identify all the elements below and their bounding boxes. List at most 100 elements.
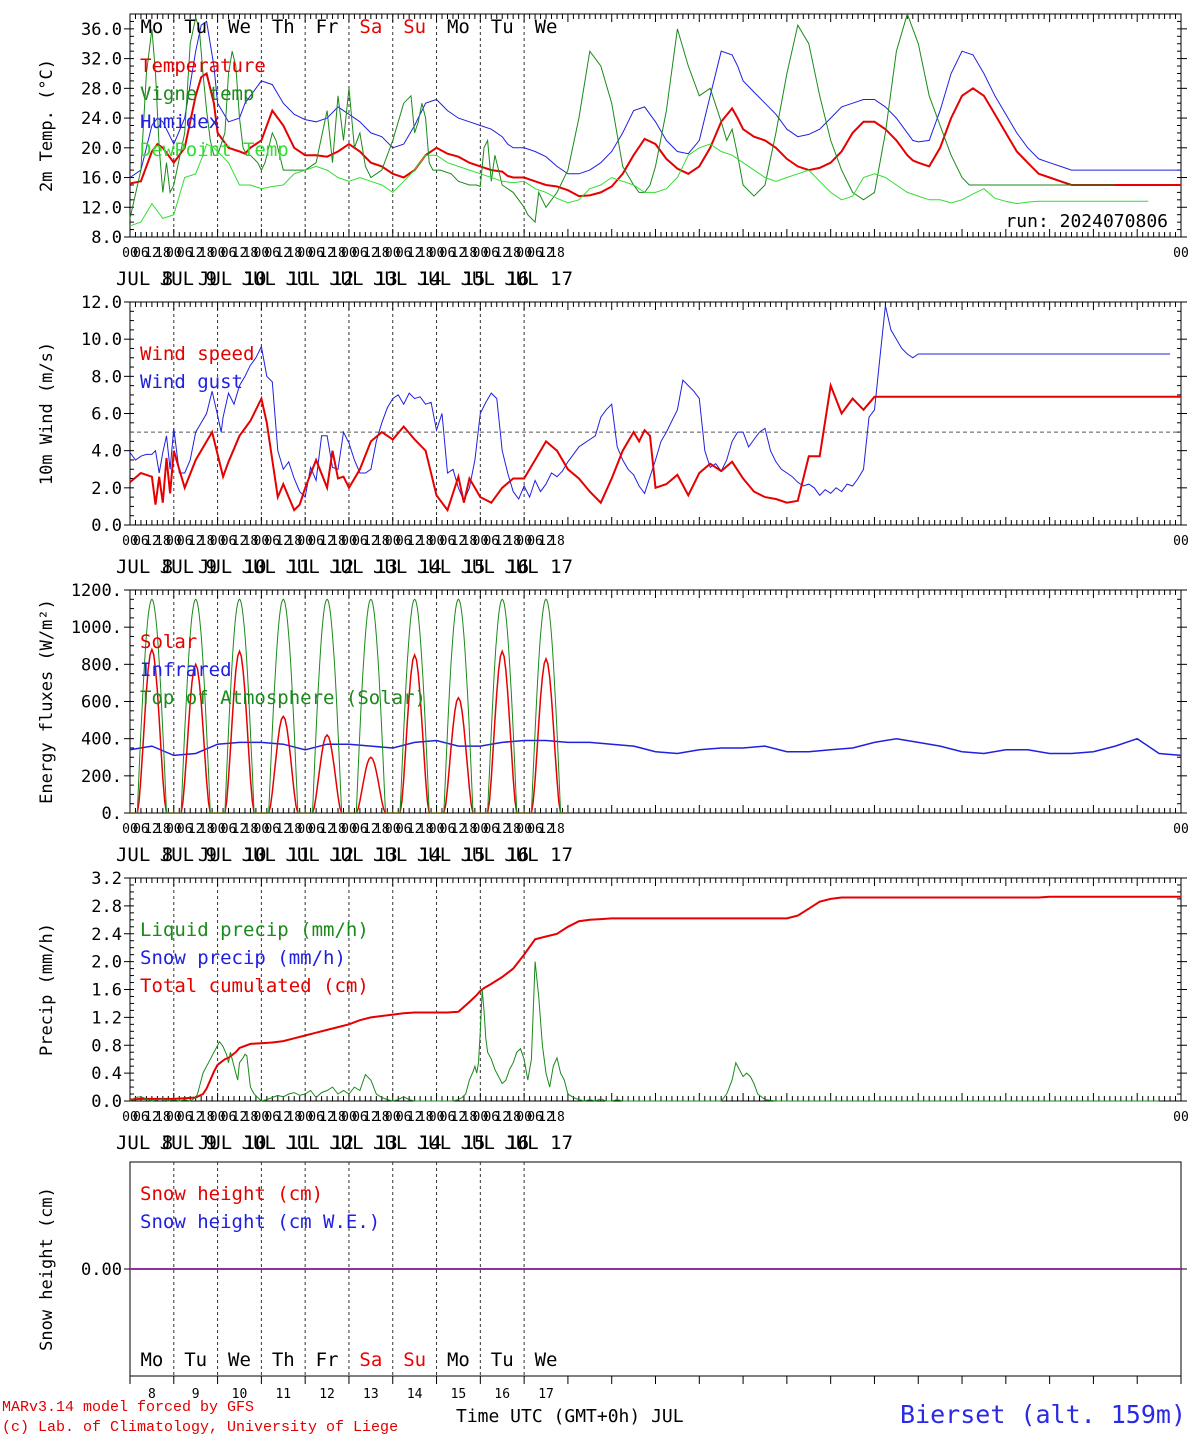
y-tick-label: 2.0	[91, 479, 122, 499]
day-number-label: 10	[232, 1387, 248, 1402]
hour-tick-label: 18	[243, 1110, 259, 1125]
hour-tick-label: 06	[527, 534, 543, 549]
hour-tick-label: 00	[385, 246, 401, 261]
hour-tick-label: 06	[396, 246, 412, 261]
date-label: JUL 9	[160, 556, 217, 578]
date-label: JUL 16	[461, 556, 530, 578]
weekday-label: Su	[403, 1349, 426, 1371]
y-tick-label: 1000.	[71, 618, 122, 638]
hour-tick-label: 00	[210, 534, 226, 549]
y-tick-label: 20.0	[81, 139, 122, 159]
y-tick-label: 12.0	[81, 293, 122, 313]
day-number-label: 17	[538, 1387, 554, 1402]
date-label: JUL 10	[198, 556, 267, 578]
hour-tick-label: 18	[243, 246, 259, 261]
y-tick-label: 600.	[81, 693, 122, 713]
hour-tick-label: 18	[286, 1110, 302, 1125]
series-line	[129, 381, 1181, 513]
hour-tick-label: 18	[462, 1110, 478, 1125]
hour-tick-label: 18	[330, 246, 346, 261]
hour-tick-label: 12	[407, 246, 423, 261]
hour-tick-label: 00	[297, 822, 313, 837]
date-label: JUL 11	[242, 268, 311, 290]
series-line-toa	[130, 598, 568, 814]
weekday-label: Tu	[184, 16, 207, 38]
hour-tick-label: 00	[254, 822, 270, 837]
legend-entry: Wind gust	[140, 371, 243, 393]
hour-tick-label: 18	[330, 822, 346, 837]
weekday-label: Su	[403, 16, 426, 38]
hour-tick-label: 18	[418, 534, 434, 549]
hour-tick-label: 12	[232, 1110, 248, 1125]
hour-tick-label: 18	[374, 534, 390, 549]
day-number-label: 15	[451, 1387, 467, 1402]
weekday-label: Sa	[359, 16, 382, 38]
hour-tick-label: 06	[352, 822, 368, 837]
hour-tick-label: 00	[297, 1110, 313, 1125]
hour-tick-label: 18	[155, 822, 171, 837]
date-label: JUL 13	[329, 1132, 398, 1154]
day-number-label: 13	[363, 1387, 379, 1402]
hour-tick-label: 12	[144, 822, 160, 837]
y-tick-label: 2.8	[91, 897, 122, 917]
date-label: JUL 8	[116, 556, 173, 578]
series-line	[129, 305, 1171, 503]
date-label: JUL 9	[160, 844, 217, 866]
hour-tick-label: 00	[122, 246, 138, 261]
hour-tick-label: 12	[188, 534, 204, 549]
hour-tick-label: 12	[538, 246, 554, 261]
date-label: JUL 17	[504, 1132, 573, 1154]
hour-tick-label: 00	[341, 534, 357, 549]
hour-tick-label: 00	[473, 246, 489, 261]
hour-tick-label: 06	[133, 246, 149, 261]
hour-tick-label: 12	[451, 822, 467, 837]
hour-tick-label: 12	[275, 1110, 291, 1125]
hour-tick-label: 12	[232, 822, 248, 837]
hour-tick-label: 18	[462, 822, 478, 837]
weekday-label: We	[228, 16, 251, 38]
hour-tick-label: 12	[188, 1110, 204, 1125]
legend-entry: Top of Atmosphere (Solar)	[140, 687, 426, 709]
hour-tick-label: 18	[418, 1110, 434, 1125]
hour-tick-label: 12	[407, 822, 423, 837]
x-axis-title: Time UTC (GMT+0h) JUL	[456, 1406, 684, 1427]
date-label: JUL 11	[242, 1132, 311, 1154]
hour-tick-label: 06	[133, 1110, 149, 1125]
date-label: JUL 16	[461, 268, 530, 290]
hour-tick-label: 00	[297, 534, 313, 549]
hour-tick-label: 12	[319, 246, 335, 261]
hour-tick-label: 18	[155, 246, 171, 261]
hour-tick-label: 00	[341, 1110, 357, 1125]
credit-model: MARv3.14 model forced by GFS	[2, 1399, 255, 1416]
hour-tick-label: 06	[308, 534, 324, 549]
weekday-label: Tu	[491, 1349, 514, 1371]
legend-entry: Snow height (cm)	[140, 1183, 323, 1205]
date-label: JUL 9	[160, 1132, 217, 1154]
date-label: JUL 17	[504, 268, 573, 290]
hour-tick-label: 18	[505, 534, 521, 549]
hour-tick-label: 06	[352, 534, 368, 549]
hour-tick-label: 12	[451, 534, 467, 549]
hour-tick-label: 00	[166, 534, 182, 549]
date-label: JUL 11	[242, 844, 311, 866]
hour-tick-label: 00	[473, 822, 489, 837]
hour-tick-label: 18	[199, 822, 215, 837]
y-tick-label: 1.2	[91, 1008, 122, 1028]
hour-tick-label: 06	[527, 822, 543, 837]
hour-tick-label: 00	[473, 1110, 489, 1125]
y-tick-label: 24.0	[81, 109, 122, 129]
credit-lab: (c) Lab. of Climatology, University of L…	[2, 1419, 399, 1436]
hour-tick-label: 06	[483, 822, 499, 837]
legend-entry: Solar	[140, 631, 197, 653]
hour-tick-label: 12	[188, 246, 204, 261]
day-number-label: 8	[148, 1387, 156, 1402]
hour-tick-label: 00	[385, 1110, 401, 1125]
legend-entry: Humidex	[140, 111, 220, 133]
y-tick-label: 0.4	[91, 1064, 122, 1084]
y-tick-label: 16.0	[81, 169, 122, 189]
hour-tick-label: 06	[177, 822, 193, 837]
hour-tick-label: 12	[363, 822, 379, 837]
hour-tick-label: 18	[330, 1110, 346, 1125]
hour-tick-label: 18	[286, 822, 302, 837]
hour-tick-label: 06	[396, 534, 412, 549]
